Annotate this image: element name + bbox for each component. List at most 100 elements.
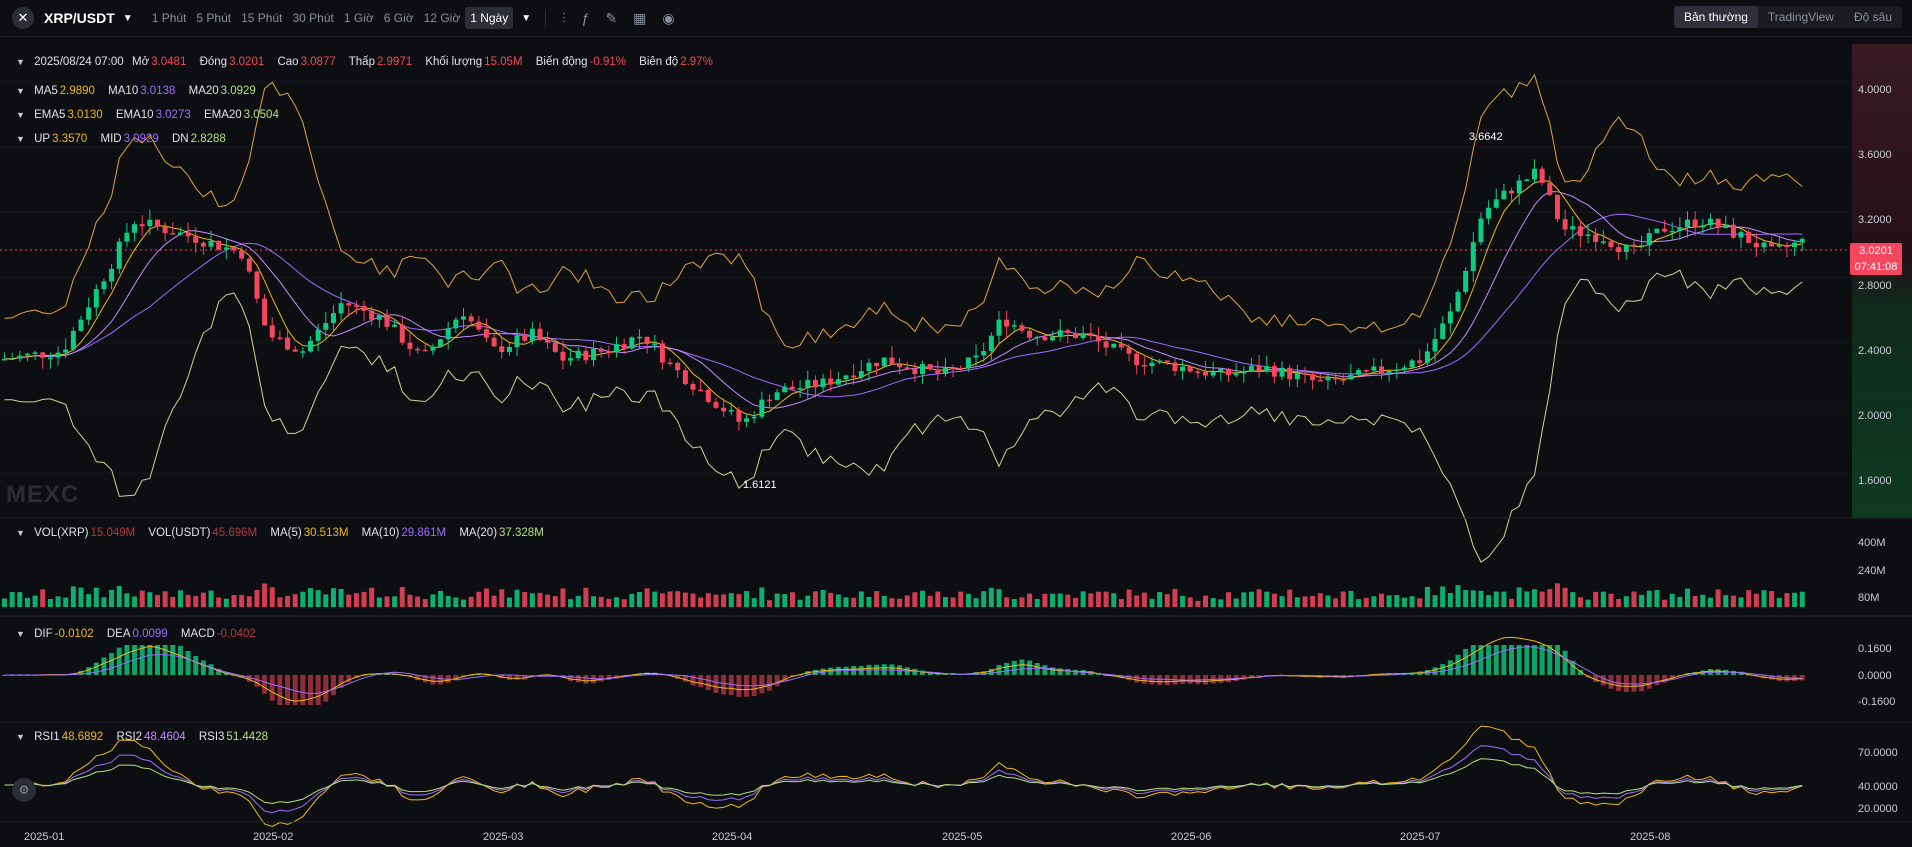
- collapse-chevron-icon[interactable]: ▼: [16, 86, 25, 96]
- candle-body: [1050, 336, 1056, 341]
- macd-bar: [1562, 650, 1568, 675]
- candle-body: [422, 349, 428, 352]
- chevron-down-icon[interactable]: ▼: [122, 12, 133, 24]
- candle-body: [430, 346, 436, 351]
- volume-bar: [583, 587, 589, 607]
- tab-30m[interactable]: 30 Phút: [292, 11, 334, 25]
- macd-bar: [1011, 660, 1017, 675]
- candle-body: [1356, 370, 1362, 375]
- macd-bar: [1532, 645, 1537, 675]
- indicator-fx-icon[interactable]: ƒ: [581, 10, 590, 26]
- current-price-tag: 3.0201 07:41:08: [1850, 243, 1902, 275]
- tab-1m[interactable]: 1 Phút: [151, 11, 187, 25]
- macd-bar: [1669, 675, 1675, 680]
- macd-bar: [1447, 660, 1453, 675]
- macd-bar: [1646, 675, 1652, 689]
- candle-body: [1539, 168, 1545, 183]
- macd-bar: [690, 675, 696, 686]
- volume-bar: [185, 594, 191, 607]
- candle-body: [721, 407, 727, 412]
- candle-body: [1616, 247, 1622, 252]
- collapse-chevron-icon[interactable]: ▼: [16, 57, 25, 67]
- macd-bar: [1248, 675, 1254, 679]
- macd-bar: [1554, 645, 1560, 675]
- collapse-chevron-icon[interactable]: ▼: [16, 629, 25, 639]
- candle-body: [323, 323, 329, 330]
- macd-bar: [1570, 660, 1576, 675]
- tab-1h[interactable]: 1 Giờ: [343, 11, 374, 25]
- view-standard[interactable]: Bản thường: [1673, 6, 1758, 28]
- tab-15m[interactable]: 15 Phút: [241, 11, 283, 25]
- dif-line: [4, 636, 1803, 702]
- boll-dn-label: DN: [171, 133, 189, 145]
- volume-bar: [950, 597, 956, 607]
- candle-body: [774, 392, 780, 401]
- vol-usdt-label: VOL(USDT): [148, 527, 211, 539]
- settings-corner-icon[interactable]: ⚙: [12, 778, 36, 802]
- volume-bar: [170, 596, 176, 607]
- volume-bar: [47, 598, 53, 607]
- volume-bar: [1455, 585, 1461, 607]
- ma20-value: 3.0929: [220, 85, 256, 97]
- view-depth[interactable]: Độ sâu: [1853, 10, 1892, 24]
- macd-axis-label: 0.0000: [1858, 670, 1892, 682]
- candle-body: [1034, 336, 1040, 339]
- collapse-chevron-icon[interactable]: ▼: [16, 732, 25, 742]
- candle-body: [407, 342, 413, 349]
- layout-grid-icon[interactable]: ▦: [633, 9, 647, 26]
- macd-bar: [1157, 675, 1163, 686]
- candle-body: [1524, 179, 1530, 182]
- candle-body: [1317, 380, 1323, 382]
- collapse-chevron-icon[interactable]: ▼: [16, 134, 25, 144]
- volume-bar: [430, 594, 436, 607]
- macd-bar: [1509, 645, 1515, 675]
- volume-bar: [973, 598, 979, 607]
- volume-bar: [1195, 600, 1201, 607]
- candle-type-icon[interactable]: ⫶: [562, 9, 566, 26]
- camera-icon[interactable]: ◉: [662, 9, 675, 26]
- candle-body: [1631, 244, 1637, 247]
- tab-1d[interactable]: 1 Ngày: [465, 7, 514, 29]
- candle-body: [185, 232, 191, 237]
- candle-body: [950, 367, 956, 370]
- macd-bar: [675, 675, 681, 679]
- collapse-chevron-icon[interactable]: ▼: [16, 528, 25, 538]
- macd-bar: [1593, 675, 1599, 682]
- volume-bar: [1019, 597, 1025, 607]
- volume-bar: [1111, 593, 1117, 607]
- volume-bar: [1065, 594, 1071, 607]
- macd-bar: [246, 675, 252, 682]
- macd-bar: [1050, 667, 1056, 675]
- candle-body: [47, 357, 53, 360]
- volume-bar: [1095, 591, 1101, 607]
- collapse-chevron-icon[interactable]: ▼: [16, 110, 25, 120]
- change-label: Biến động: [535, 56, 588, 68]
- volume-bar: [1271, 593, 1277, 607]
- volume-bar: [1723, 595, 1729, 607]
- top-toolbar: ✕ XRP/USDT ▼ 1 Phút 5 Phút 15 Phút 30 Ph…: [0, 0, 1912, 37]
- tab-6h[interactable]: 6 Giờ: [383, 11, 414, 25]
- candle-body: [782, 386, 788, 393]
- volume-bar: [820, 589, 826, 607]
- tab-5m[interactable]: 5 Phút: [196, 11, 232, 25]
- symbol-selector[interactable]: XRP/USDT: [44, 10, 115, 26]
- candle-body: [621, 344, 627, 349]
- draw-pencil-icon[interactable]: ✎: [605, 9, 618, 26]
- open-label: Mở: [132, 56, 150, 68]
- view-tradingview[interactable]: TradingView: [1767, 10, 1834, 24]
- volume-bar: [1692, 595, 1698, 607]
- volume-bar: [537, 592, 543, 607]
- candle-body: [109, 268, 115, 282]
- candle-body: [988, 335, 994, 352]
- volume-bar: [575, 595, 581, 607]
- rsi-legend: ▼ RSI1 48.6892 RSI2 48.4604 RSI3 51.4428: [16, 731, 278, 743]
- macd-bar: [1470, 645, 1476, 675]
- candle-body: [1180, 366, 1186, 371]
- volume-bar: [1616, 598, 1622, 607]
- candle-body: [1294, 373, 1300, 380]
- timeframe-more-chevron-icon[interactable]: ▼: [521, 12, 532, 24]
- candle-body: [468, 316, 474, 322]
- tab-12h[interactable]: 12 Giờ: [423, 11, 461, 25]
- candle-body: [606, 351, 612, 354]
